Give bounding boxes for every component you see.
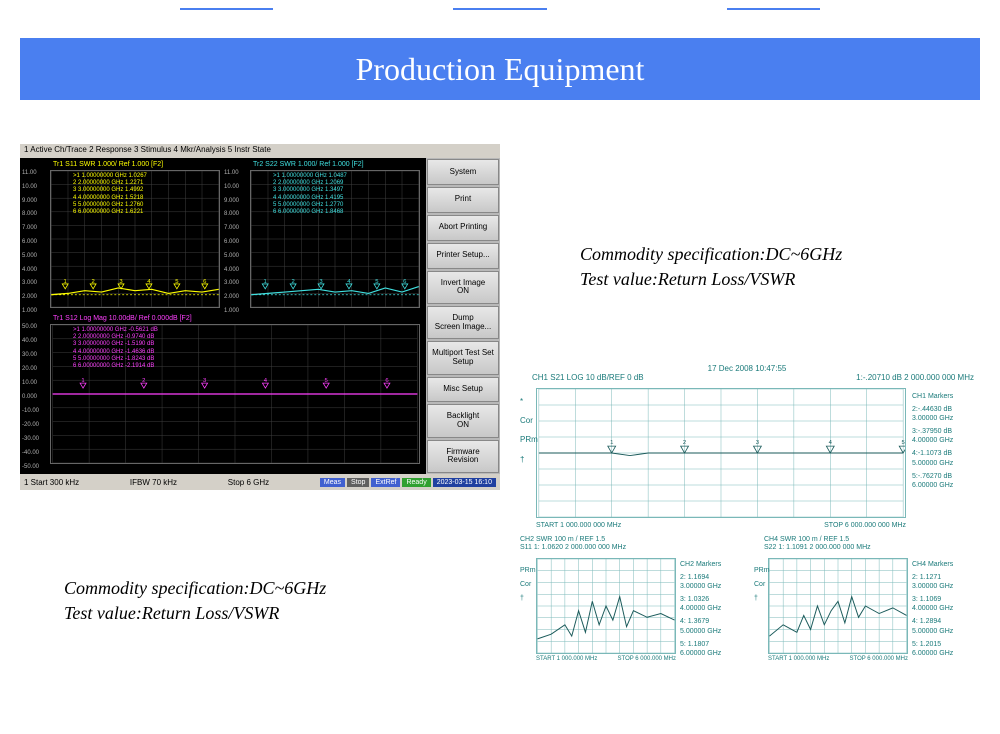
status-bar: 1 Start 300 kHz IFBW 70 kHz Stop 6 GHz M… [20,474,500,490]
status-chip-stop: Stop [347,478,369,487]
status-chip-ready: Ready [402,478,430,487]
plot-s12-logmag: Tr1 S12 Log Mag 10.00dB/ Ref 0.000dB [F2… [50,324,420,464]
menu-bar: 1 Active Ch/Trace 2 Response 3 Stimulus … [20,144,500,158]
caption-right: Commodity specification:DC~6GHz Test val… [580,242,842,292]
svg-text:2: 2 [142,378,145,384]
svg-text:2: 2 [291,279,294,285]
svg-text:1: 1 [81,378,84,384]
sidebar-btn-dump-screen-image-[interactable]: DumpScreen Image... [427,306,499,339]
svg-text:1: 1 [610,440,613,446]
svg-text:1: 1 [64,279,67,285]
ch4-markers: CH4 Markers2: 1.12713.00000 GHz3: 1.1069… [912,560,978,662]
status-start: 1 Start 300 kHz [24,478,79,487]
status-chip-extref: ExtRef [371,478,400,487]
top-dividers [0,0,1000,10]
ch4-plot [768,558,908,654]
status-timestamp: 2023-03-15 16:10 [433,478,496,487]
sidebar-btn-backlight-on[interactable]: BacklightON [427,404,499,437]
sidebar-btn-abort-printing[interactable]: Abort Printing [427,215,499,241]
ch1-markers: CH1 Markers2:-.44630 dB3.00000 GHz3:-.37… [912,392,978,494]
plot-area: Tr1 S11 SWR 1.000/ Ref 1.000 [F2] 123456… [20,158,426,474]
ch2-markers: CH2 Markers2: 1.16943.00000 GHz3: 1.0326… [680,560,750,662]
svg-text:1: 1 [264,279,267,285]
vna-screenshot-modern: 1 Active Ch/Trace 2 Response 3 Stimulus … [20,144,500,490]
sidebar-btn-print[interactable]: Print [427,187,499,213]
vna-screenshot-legacy: 17 Dec 2008 10:47:55 CH1 S21 LOG 10 dB/R… [514,364,980,674]
status-ifbw: IFBW 70 kHz [130,478,177,487]
svg-text:3: 3 [756,440,760,446]
status-stop: Stop 6 GHz [228,478,269,487]
svg-text:2: 2 [683,440,686,446]
sidebar-btn-firmware-revision[interactable]: FirmwareRevision [427,440,499,473]
sidebar-btn-invert-image-on[interactable]: Invert ImageON [427,271,499,304]
header-bar: Production Equipment [20,38,980,100]
sidebar-btn-printer-setup-[interactable]: Printer Setup... [427,243,499,269]
sidebar: SystemPrintAbort PrintingPrinter Setup..… [426,158,500,474]
ch1-header-right: 1:-.20710 dB 2 000.000 000 MHz [856,373,974,382]
ch2-plot [536,558,676,654]
sidebar-btn-system[interactable]: System [427,159,499,185]
ch1-plot: 1 2 3 4 5 [536,388,906,518]
caption-left: Commodity specification:DC~6GHz Test val… [64,576,326,626]
status-chip-meas: Meas [320,478,345,487]
ch1-header-left: CH1 S21 LOG 10 dB/REF 0 dB [532,373,644,382]
sidebar-btn-multiport-test-set-setup[interactable]: Multiport Test SetSetup [427,341,499,374]
sidebar-btn-misc-setup[interactable]: Misc Setup [427,377,499,403]
timestamp: 17 Dec 2008 10:47:55 [514,364,980,373]
svg-text:4: 4 [829,440,833,446]
svg-text:5: 5 [902,440,905,446]
plot-s11-swr: Tr1 S11 SWR 1.000/ Ref 1.000 [F2] 123456… [50,170,220,308]
page-title: Production Equipment [356,51,645,88]
plot-s22-swr: Tr2 S22 SWR 1.000/ Ref 1.000 [F2] 123456… [250,170,420,308]
svg-text:2: 2 [91,279,94,285]
